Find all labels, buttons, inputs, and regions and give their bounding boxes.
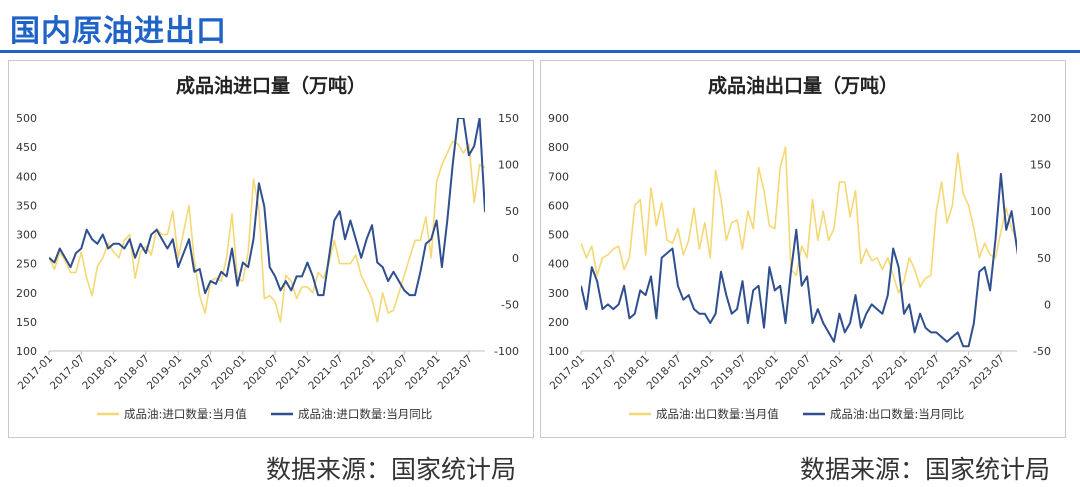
x-tick-label: 2023-07 <box>435 353 475 393</box>
export-chart-panel: 成品油出口量（万吨） 100 200 300 400 500 600 700 800 900 -50… <box>540 60 1066 438</box>
y-right-tick-label: 50 <box>505 205 519 218</box>
import-chart-panel: 成品油进口量（万吨） 100 150 200 250 300 350 400 450 500 -10… <box>8 60 534 438</box>
legend-label: 成品油:进口数量:当月值 <box>124 407 247 421</box>
y-left-tick-label: 500 <box>16 112 37 125</box>
y-left-tick-label: 800 <box>548 141 569 154</box>
series-line-yoy <box>49 118 485 297</box>
y-right-tick-label: 100 <box>1030 205 1051 218</box>
y-left-tick-label: 300 <box>16 229 37 242</box>
y-left-tick-label: 100 <box>16 345 37 358</box>
y-left-tick-label: 350 <box>16 199 37 212</box>
source-note: 数据来源：国家统计局 <box>266 455 517 484</box>
series-line-monthly <box>581 146 1017 294</box>
y-right-tick-label: -100 <box>494 345 519 358</box>
y-left-tick-label: 200 <box>548 316 569 329</box>
source-note: 数据来源：国家统计局 <box>800 455 1051 484</box>
page-title: 国内原油进出口 <box>10 14 227 49</box>
y-left-tick-label: 300 <box>548 287 569 300</box>
y-left-tick-label: 500 <box>548 229 569 242</box>
y-left-tick-label: 150 <box>16 316 37 329</box>
y-left-tick-label: 450 <box>16 141 37 154</box>
chart-title: 成品油出口量（万吨） <box>708 74 898 97</box>
series-line-monthly <box>49 140 485 323</box>
y-left-tick-label: 400 <box>548 258 569 271</box>
y-right-tick-label: -50 <box>1033 345 1051 358</box>
y-right-tick-label: 0 <box>512 252 519 265</box>
y-right-tick-label: 0 <box>1044 298 1051 311</box>
y-left-tick-label: 600 <box>548 199 569 212</box>
y-left-tick-label: 900 <box>548 112 569 125</box>
y-right-tick-label: 150 <box>1030 159 1051 172</box>
legend-label: 成品油:出口数量:当月同比 <box>830 407 964 421</box>
y-left-tick-label: 700 <box>548 170 569 183</box>
legend-label: 成品油:出口数量:当月值 <box>656 407 779 421</box>
series-line-yoy <box>581 172 1017 348</box>
y-right-tick-label: 150 <box>498 112 519 125</box>
y-right-tick-label: -50 <box>501 298 519 311</box>
y-left-tick-label: 200 <box>16 287 37 300</box>
y-right-tick-label: 200 <box>1030 112 1051 125</box>
export-chart: 成品油出口量（万吨）100200300400500600700800900-50… <box>548 74 1051 421</box>
legend-label: 成品油:进口数量:当月同比 <box>298 407 432 421</box>
chart-title: 成品油进口量（万吨） <box>176 74 366 97</box>
y-left-tick-label: 400 <box>16 170 37 183</box>
y-right-tick-label: 50 <box>1037 252 1051 265</box>
y-right-tick-label: 100 <box>498 159 519 172</box>
y-left-tick-label: 250 <box>16 258 37 271</box>
y-left-tick-label: 100 <box>548 345 569 358</box>
import-chart: 成品油进口量（万吨）100150200250300350400450500-10… <box>16 74 519 421</box>
x-tick-label: 2023-07 <box>967 353 1007 393</box>
title-rule <box>0 50 1080 53</box>
